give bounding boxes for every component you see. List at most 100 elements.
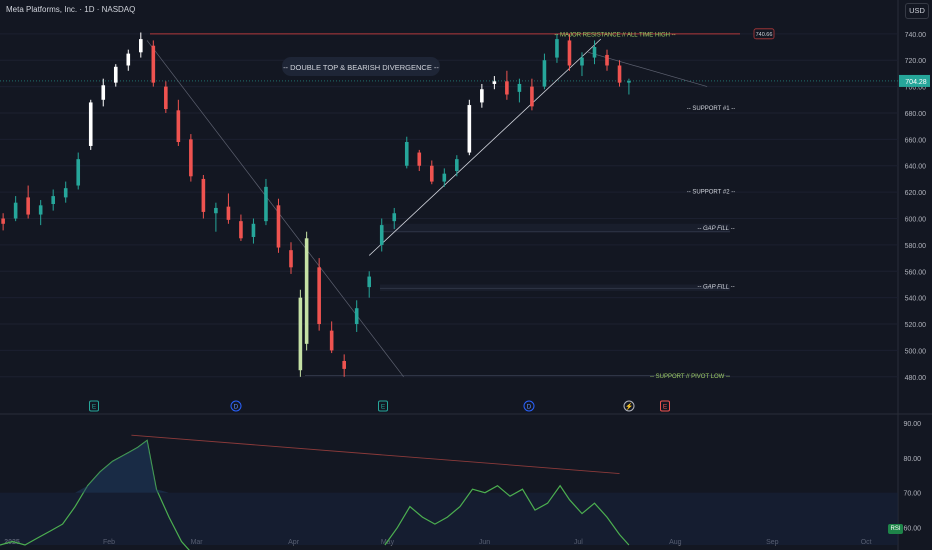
downtrend-line [146,40,404,378]
rsi-band [0,492,898,545]
candle-body [113,66,118,83]
event-marker-label: E [381,404,386,411]
candle-body [63,188,68,198]
candle-body [126,53,131,66]
candle-body [264,186,268,222]
candle-body [201,178,206,212]
event-marker [623,400,635,412]
rsi-badge: RSI [888,524,903,534]
bearish-divergence-line [131,434,620,474]
candle-body [26,197,30,215]
price-tick-label: 660.00 [905,137,927,144]
rsi-tick-label: 70.00 [903,491,921,498]
candle-body [176,110,181,142]
price-tick-label: 620.00 [905,190,927,197]
resistance-label: -- MAJOR RESISTANCE // ALL TIME HIGH -- [554,32,675,38]
candle-body [627,80,631,83]
event-marker [660,400,670,412]
candle-body [13,202,18,219]
price-tick-label: 500.00 [905,348,927,355]
candle-body [88,102,93,146]
candle-body [455,159,459,172]
price-tick-label: 640.00 [905,164,927,171]
candle-body [298,297,303,371]
candle-body [38,205,43,215]
price-tick-label: 720.00 [905,58,927,65]
event-marker-label: E [92,404,97,411]
candle-body [226,206,231,220]
candle-body [317,267,321,325]
ath-label: 740.66 [756,32,773,38]
candle-body [555,39,559,58]
candle-body [442,173,447,182]
price-tick-label: 520.00 [905,322,927,329]
candle-body [276,205,281,248]
price-tick-label: 600.00 [905,217,927,224]
event-marker-label: D [527,404,532,411]
candle-body [392,213,397,222]
candle-body [617,65,622,83]
uptrend-line [368,38,602,256]
candle-body [417,152,422,166]
price-tick-label: 540.00 [905,296,927,303]
price-tick-label: 680.00 [905,111,927,118]
candle-body [567,40,572,66]
headline-label: -- DOUBLE TOP & BEARISH DIVERGENCE -- [283,63,439,72]
gap-fill-zone-lower [380,284,730,292]
rsi-overbought-fill [0,440,194,493]
candle-body [404,142,409,166]
headline-pill [282,57,440,76]
candle-body [580,57,584,66]
candle-body [505,81,509,95]
candle-body [342,360,346,369]
event-marker [378,400,388,412]
candle-body [1,218,5,224]
rsi-tick-label: 80.00 [903,456,921,463]
gap-fill-lower-label: -- GAP FILL -- [697,284,734,290]
candle-body [151,45,156,83]
candle-body [517,83,522,92]
candle-body [289,250,293,268]
rsi-tick-label: 90.00 [903,421,921,428]
candle-body [214,207,218,214]
price-tick-label: 580.00 [905,243,927,250]
candle-body [542,60,547,87]
candle-body [76,159,81,186]
candle-body [467,105,472,153]
last-price-box [899,74,930,87]
candle-body [605,54,609,66]
ath-box [753,28,775,40]
event-marker [89,400,99,412]
candle-body [139,39,143,53]
gap-fill-upper-label: -- GAP FILL -- [697,226,734,232]
rsi-tick-label: 60.00 [903,526,921,533]
candle-body [530,86,534,107]
candle-body [429,165,434,182]
price-tick-label: 700.00 [905,85,927,92]
event-marker [230,400,242,412]
price-tick-label: 560.00 [905,269,927,276]
candle-body [51,196,55,204]
candle-body [304,238,309,344]
price-tick-label: 480.00 [905,375,927,382]
support2-label: -- SUPPORT #2 -- [687,189,735,195]
price-tick-label: 740.00 [905,32,927,39]
rsi-line [384,484,630,546]
candle-body [379,225,384,245]
event-marker-label: D [234,404,239,411]
event-marker [523,400,535,412]
event-marker-label: ⚡ [625,403,633,411]
candle-body [592,47,597,58]
last-price-label: 704.28 [905,79,927,86]
candle-body [101,85,106,100]
candle-body [251,223,256,237]
symbol-title: Meta Platforms, Inc. · 1D · NASDAQ [6,5,136,14]
candle-body [164,86,168,110]
gap-fill-zone-upper [380,223,730,232]
candle-body [239,221,243,239]
support1-label: -- SUPPORT #1 -- [687,106,735,112]
candle-body [329,330,334,351]
pivot-low-label: -- SUPPORT // PIVOT LOW -- [650,374,730,380]
currency-button[interactable]: USD [905,3,929,19]
